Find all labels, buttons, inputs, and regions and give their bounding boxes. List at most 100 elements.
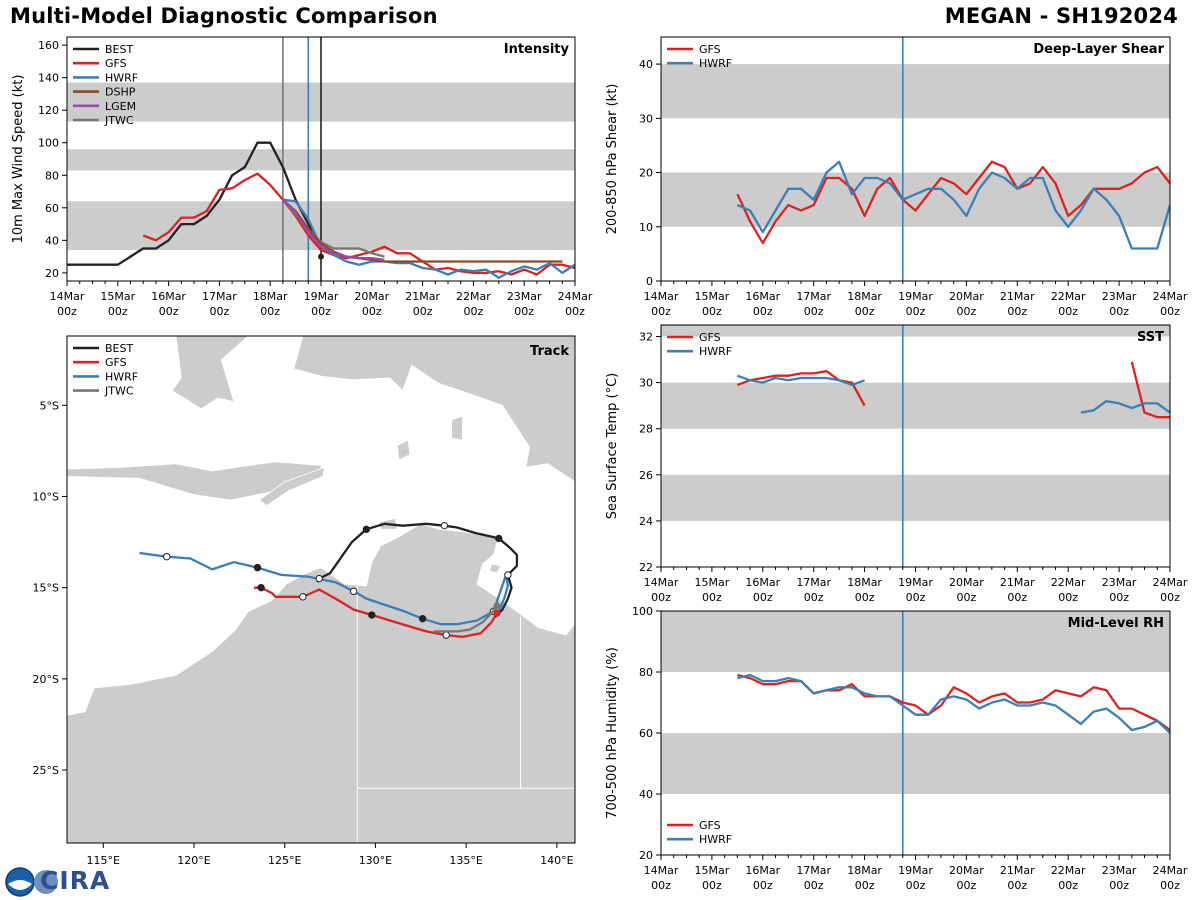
shear-xtick-label: 00z [1007, 305, 1027, 318]
rh-xtick-label: 00z [804, 879, 824, 892]
track-ytick-label: 25°S [33, 764, 59, 777]
track-marker-best [440, 521, 449, 530]
track-xtick-label: 115°E [87, 854, 120, 867]
track-marker-gfs [368, 611, 376, 619]
intensity-legend-label: GFS [105, 57, 127, 70]
rh-xtick-label: 17Mar [796, 864, 831, 877]
intensity-legend-label: LGEM [105, 100, 136, 113]
track-ytick-label: 5°S [40, 399, 59, 412]
intensity-ytick-label: 120 [38, 104, 59, 117]
rh-panel: 14Mar 00z 15Mar 00z 16Mar 00z 17Mar 00z 18Mar 00z… [605, 605, 1188, 892]
intensity-series-lgem [282, 198, 385, 262]
rh-ytick-label: 40 [639, 788, 653, 801]
track-frame [66, 335, 576, 844]
rh-xtick-label: 15Mar [695, 864, 730, 877]
intensity-title: Intensity [504, 42, 570, 57]
rh-xtick-label: 00z [1058, 879, 1078, 892]
sst-legend-label: HWRF [699, 345, 732, 358]
track-xtick-label: 140°E [540, 854, 573, 867]
rh-ytick-label: 20 [639, 849, 653, 862]
rh-xtick-label: 00z [702, 879, 722, 892]
figure-title: Multi-Model Diagnostic Comparison [10, 4, 438, 28]
sst-xtick-label: 15Mar [695, 576, 730, 589]
sst-xtick-label: 22Mar [1051, 576, 1086, 589]
shear-xtick-label: 00z [1058, 305, 1078, 318]
sst-xtick-label: 14Mar [644, 576, 679, 589]
timor-land [258, 466, 326, 507]
shear-title: Deep-Layer Shear [1033, 42, 1164, 57]
shear-band-1 [661, 64, 1170, 119]
shear-ytick-label: 0 [646, 275, 653, 288]
shear-xtick-label: 21Mar [1000, 290, 1035, 303]
shear-ytick-label: 10 [639, 221, 653, 234]
track-ytick-label: 20°S [33, 673, 59, 686]
intensity-ytick-label: 140 [38, 72, 59, 85]
sst-frame [660, 324, 1171, 568]
sst-series-hwrf [1080, 399, 1170, 414]
track-xtick-label: 120°E [177, 854, 210, 867]
shear-series-hwrf [736, 160, 1170, 250]
sst-legend-label: GFS [699, 331, 721, 344]
track-marker-hwrf [163, 552, 171, 561]
track-title: Track [530, 344, 569, 359]
track-marker-gfs [299, 593, 307, 601]
intensity-xtick-label: 21Mar [405, 290, 440, 303]
track-legend-label: GFS [105, 356, 127, 369]
sst-xtick-label: 00z [906, 591, 926, 604]
track-line-gfs [253, 586, 498, 639]
rh-xtick-label: 14Mar [644, 864, 679, 877]
sst-xtick-label: 00z [855, 591, 875, 604]
rh-xtick-label: 00z [1109, 879, 1129, 892]
sst-xtick-label: 00z [753, 591, 773, 604]
shear-xtick-label: 00z [651, 305, 671, 318]
track-panel: 115°E 120°E 125°E 130°E 135°E 140°E 5°S 10°S 15°… [33, 335, 576, 867]
tanimbar-land [396, 439, 411, 461]
rh-series-hwrf [737, 673, 1170, 734]
shear-band-0 [661, 172, 1170, 227]
intensity-xtick-label: 15Mar [100, 290, 135, 303]
intensity-xtick-label: 22Mar [456, 290, 491, 303]
rh-band-1 [661, 611, 1170, 672]
sst-panel: 14Mar 00z 15Mar 00z 16Mar 00z 17Mar 00z 18Mar 00z… [605, 324, 1188, 604]
sst-series-hwrf [737, 374, 865, 387]
rh-ytick-label: 60 [639, 727, 653, 740]
shear-xtick-label: 00z [906, 305, 926, 318]
shear-xtick-label: 23Mar [1102, 290, 1137, 303]
sst-xtick-label: 00z [702, 591, 722, 604]
rh-xtick-label: 22Mar [1051, 864, 1086, 877]
intensity-xtick-label: 14Mar [50, 290, 85, 303]
rh-xtick-label: 00z [1160, 879, 1180, 892]
shear-panel: 14Mar 00z 15Mar 00z 16Mar 00z 17Mar 00z 18Mar 00z… [605, 36, 1188, 318]
rh-xtick-label: 00z [855, 879, 875, 892]
sst-xtick-label: 00z [957, 591, 977, 604]
track-marker-best [362, 525, 371, 534]
rh-ytick-label: 100 [632, 605, 653, 618]
intensity-legend-label: DSHP [105, 86, 136, 99]
intensity-xtick-label: 00z [413, 305, 433, 318]
shear-xtick-label: 17Mar [796, 290, 831, 303]
rh-ylabel: 700-500 hPa Humidity (%) [605, 647, 620, 819]
sst-ylabel: Sea Surface Temp (°C) [605, 373, 620, 520]
rh-xtick-label: 00z [651, 879, 671, 892]
rh-title: Mid-Level RH [1068, 616, 1164, 631]
intensity-xtick-label: 16Mar [151, 290, 186, 303]
sst-ytick-label: 26 [639, 469, 653, 482]
sst-xtick-label: 18Mar [847, 576, 882, 589]
sst-xtick-label: 00z [1109, 591, 1129, 604]
rh-xtick-label: 00z [1007, 879, 1027, 892]
sst-series-gfs [1130, 361, 1170, 419]
sst-xtick-label: 21Mar [1000, 576, 1035, 589]
cira-logo-icon [5, 867, 58, 897]
intensity-xtick-label: 17Mar [202, 290, 237, 303]
shear-ytick-label: 30 [639, 112, 653, 125]
intensity-ylabel: 10m Max Wind Speed (kt) [11, 75, 26, 244]
sst-band-2 [661, 325, 1170, 337]
intensity-ytick-label: 80 [45, 169, 59, 182]
shear-legend-label: HWRF [699, 57, 732, 70]
sst-xtick-label: 00z [651, 591, 671, 604]
storm-id-title: MEGAN - SH192024 [944, 4, 1178, 28]
intensity-current-point [318, 253, 324, 260]
shear-xtick-label: 00z [957, 305, 977, 318]
sst-ytick-label: 24 [639, 515, 653, 528]
intensity-legend-label: JTWC [104, 114, 134, 127]
